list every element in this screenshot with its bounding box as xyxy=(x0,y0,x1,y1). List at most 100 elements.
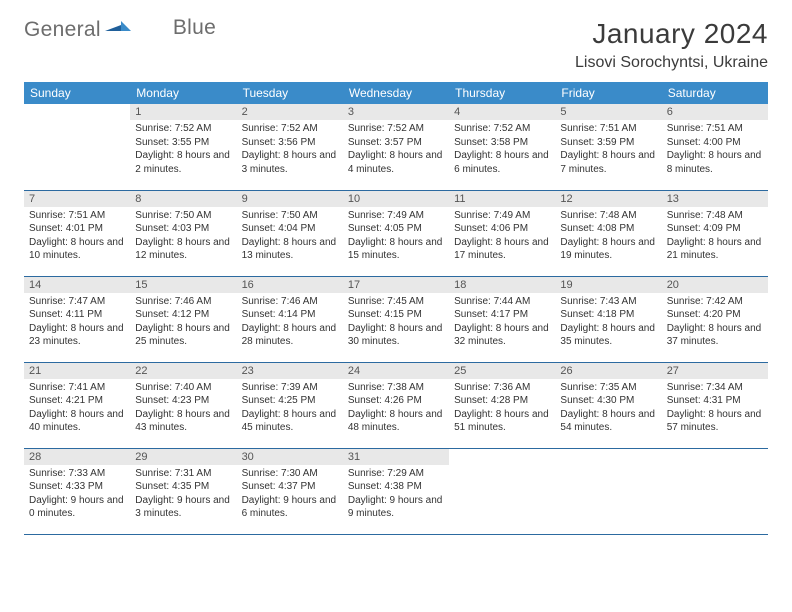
brand-word1: General xyxy=(24,18,101,42)
calendar-day-cell: 9Sunrise: 7:50 AMSunset: 4:04 PMDaylight… xyxy=(237,190,343,276)
calendar-day-cell: .. xyxy=(449,448,555,534)
calendar-week-row: 14Sunrise: 7:47 AMSunset: 4:11 PMDayligh… xyxy=(24,276,768,362)
day-number: 24 xyxy=(343,363,449,379)
weekday-header: Wednesday xyxy=(343,82,449,104)
day-details: Sunrise: 7:30 AMSunset: 4:37 PMDaylight:… xyxy=(237,465,343,525)
weekday-header: Thursday xyxy=(449,82,555,104)
calendar-week-row: 7Sunrise: 7:51 AMSunset: 4:01 PMDaylight… xyxy=(24,190,768,276)
calendar-day-cell: 8Sunrise: 7:50 AMSunset: 4:03 PMDaylight… xyxy=(130,190,236,276)
brand-mark-icon xyxy=(105,17,131,40)
day-details: Sunrise: 7:48 AMSunset: 4:08 PMDaylight:… xyxy=(555,207,661,267)
calendar-day-cell: 13Sunrise: 7:48 AMSunset: 4:09 PMDayligh… xyxy=(662,190,768,276)
calendar-day-cell: 20Sunrise: 7:42 AMSunset: 4:20 PMDayligh… xyxy=(662,276,768,362)
calendar-day-cell: .. xyxy=(662,448,768,534)
day-details: Sunrise: 7:48 AMSunset: 4:09 PMDaylight:… xyxy=(662,207,768,267)
brand-logo: General Blue xyxy=(24,18,216,42)
day-details: Sunrise: 7:31 AMSunset: 4:35 PMDaylight:… xyxy=(130,465,236,525)
day-details: Sunrise: 7:52 AMSunset: 3:58 PMDaylight:… xyxy=(449,120,555,180)
day-number: 16 xyxy=(237,277,343,293)
calendar-day-cell: 19Sunrise: 7:43 AMSunset: 4:18 PMDayligh… xyxy=(555,276,661,362)
calendar-day-cell: 12Sunrise: 7:48 AMSunset: 4:08 PMDayligh… xyxy=(555,190,661,276)
day-details: Sunrise: 7:49 AMSunset: 4:05 PMDaylight:… xyxy=(343,207,449,267)
day-number: 30 xyxy=(237,449,343,465)
day-details: Sunrise: 7:44 AMSunset: 4:17 PMDaylight:… xyxy=(449,293,555,353)
day-details: Sunrise: 7:51 AMSunset: 4:00 PMDaylight:… xyxy=(662,120,768,180)
day-details: Sunrise: 7:50 AMSunset: 4:03 PMDaylight:… xyxy=(130,207,236,267)
calendar-day-cell: 6Sunrise: 7:51 AMSunset: 4:00 PMDaylight… xyxy=(662,104,768,190)
day-number: 5 xyxy=(555,104,661,120)
day-number: 21 xyxy=(24,363,130,379)
day-details: Sunrise: 7:51 AMSunset: 4:01 PMDaylight:… xyxy=(24,207,130,267)
calendar-day-cell: 30Sunrise: 7:30 AMSunset: 4:37 PMDayligh… xyxy=(237,448,343,534)
day-number: 3 xyxy=(343,104,449,120)
day-number: 13 xyxy=(662,191,768,207)
calendar-day-cell: 29Sunrise: 7:31 AMSunset: 4:35 PMDayligh… xyxy=(130,448,236,534)
calendar-day-cell: 11Sunrise: 7:49 AMSunset: 4:06 PMDayligh… xyxy=(449,190,555,276)
day-details: Sunrise: 7:34 AMSunset: 4:31 PMDaylight:… xyxy=(662,379,768,439)
weekday-header: Monday xyxy=(130,82,236,104)
calendar-day-cell: .. xyxy=(24,104,130,190)
day-number: 29 xyxy=(130,449,236,465)
calendar-day-cell: 24Sunrise: 7:38 AMSunset: 4:26 PMDayligh… xyxy=(343,362,449,448)
day-number: 25 xyxy=(449,363,555,379)
calendar-day-cell: 1Sunrise: 7:52 AMSunset: 3:55 PMDaylight… xyxy=(130,104,236,190)
calendar-day-cell: 26Sunrise: 7:35 AMSunset: 4:30 PMDayligh… xyxy=(555,362,661,448)
day-number: 19 xyxy=(555,277,661,293)
location-subtitle: Lisovi Sorochyntsi, Ukraine xyxy=(575,54,768,72)
day-number: 23 xyxy=(237,363,343,379)
day-details: Sunrise: 7:33 AMSunset: 4:33 PMDaylight:… xyxy=(24,465,130,525)
weekday-header: Tuesday xyxy=(237,82,343,104)
day-number: 6 xyxy=(662,104,768,120)
calendar-day-cell: 14Sunrise: 7:47 AMSunset: 4:11 PMDayligh… xyxy=(24,276,130,362)
page-title: January 2024 xyxy=(575,18,768,50)
day-details: Sunrise: 7:36 AMSunset: 4:28 PMDaylight:… xyxy=(449,379,555,439)
calendar-day-cell: 2Sunrise: 7:52 AMSunset: 3:56 PMDaylight… xyxy=(237,104,343,190)
header: General Blue January 2024 Lisovi Sorochy… xyxy=(24,18,768,72)
day-number: 17 xyxy=(343,277,449,293)
brand-word2: Blue xyxy=(173,16,216,40)
day-number: 4 xyxy=(449,104,555,120)
day-details: Sunrise: 7:41 AMSunset: 4:21 PMDaylight:… xyxy=(24,379,130,439)
day-details: Sunrise: 7:51 AMSunset: 3:59 PMDaylight:… xyxy=(555,120,661,180)
calendar-day-cell: 3Sunrise: 7:52 AMSunset: 3:57 PMDaylight… xyxy=(343,104,449,190)
day-details: Sunrise: 7:46 AMSunset: 4:12 PMDaylight:… xyxy=(130,293,236,353)
calendar-day-cell: 10Sunrise: 7:49 AMSunset: 4:05 PMDayligh… xyxy=(343,190,449,276)
day-number: 1 xyxy=(130,104,236,120)
calendar-week-row: 28Sunrise: 7:33 AMSunset: 4:33 PMDayligh… xyxy=(24,448,768,534)
day-details: Sunrise: 7:42 AMSunset: 4:20 PMDaylight:… xyxy=(662,293,768,353)
day-number: 22 xyxy=(130,363,236,379)
day-number: 10 xyxy=(343,191,449,207)
day-details: Sunrise: 7:40 AMSunset: 4:23 PMDaylight:… xyxy=(130,379,236,439)
calendar-day-cell: .. xyxy=(555,448,661,534)
calendar-day-cell: 21Sunrise: 7:41 AMSunset: 4:21 PMDayligh… xyxy=(24,362,130,448)
calendar-day-cell: 22Sunrise: 7:40 AMSunset: 4:23 PMDayligh… xyxy=(130,362,236,448)
day-details: Sunrise: 7:47 AMSunset: 4:11 PMDaylight:… xyxy=(24,293,130,353)
calendar-day-cell: 31Sunrise: 7:29 AMSunset: 4:38 PMDayligh… xyxy=(343,448,449,534)
day-number: 7 xyxy=(24,191,130,207)
day-details: Sunrise: 7:50 AMSunset: 4:04 PMDaylight:… xyxy=(237,207,343,267)
day-number: 28 xyxy=(24,449,130,465)
day-details: Sunrise: 7:52 AMSunset: 3:57 PMDaylight:… xyxy=(343,120,449,180)
day-number: 18 xyxy=(449,277,555,293)
calendar-day-cell: 18Sunrise: 7:44 AMSunset: 4:17 PMDayligh… xyxy=(449,276,555,362)
day-number: 9 xyxy=(237,191,343,207)
day-number: 8 xyxy=(130,191,236,207)
day-details: Sunrise: 7:45 AMSunset: 4:15 PMDaylight:… xyxy=(343,293,449,353)
day-details: Sunrise: 7:35 AMSunset: 4:30 PMDaylight:… xyxy=(555,379,661,439)
calendar-day-cell: 15Sunrise: 7:46 AMSunset: 4:12 PMDayligh… xyxy=(130,276,236,362)
day-details: Sunrise: 7:29 AMSunset: 4:38 PMDaylight:… xyxy=(343,465,449,525)
day-number: 27 xyxy=(662,363,768,379)
calendar-day-cell: 28Sunrise: 7:33 AMSunset: 4:33 PMDayligh… xyxy=(24,448,130,534)
calendar-day-cell: 17Sunrise: 7:45 AMSunset: 4:15 PMDayligh… xyxy=(343,276,449,362)
calendar-day-cell: 4Sunrise: 7:52 AMSunset: 3:58 PMDaylight… xyxy=(449,104,555,190)
day-details: Sunrise: 7:52 AMSunset: 3:55 PMDaylight:… xyxy=(130,120,236,180)
day-number: 26 xyxy=(555,363,661,379)
day-number: 11 xyxy=(449,191,555,207)
weekday-header: Friday xyxy=(555,82,661,104)
calendar-day-cell: 23Sunrise: 7:39 AMSunset: 4:25 PMDayligh… xyxy=(237,362,343,448)
calendar-day-cell: 5Sunrise: 7:51 AMSunset: 3:59 PMDaylight… xyxy=(555,104,661,190)
day-details: Sunrise: 7:49 AMSunset: 4:06 PMDaylight:… xyxy=(449,207,555,267)
day-details: Sunrise: 7:43 AMSunset: 4:18 PMDaylight:… xyxy=(555,293,661,353)
calendar-week-row: ..1Sunrise: 7:52 AMSunset: 3:55 PMDaylig… xyxy=(24,104,768,190)
day-details: Sunrise: 7:46 AMSunset: 4:14 PMDaylight:… xyxy=(237,293,343,353)
